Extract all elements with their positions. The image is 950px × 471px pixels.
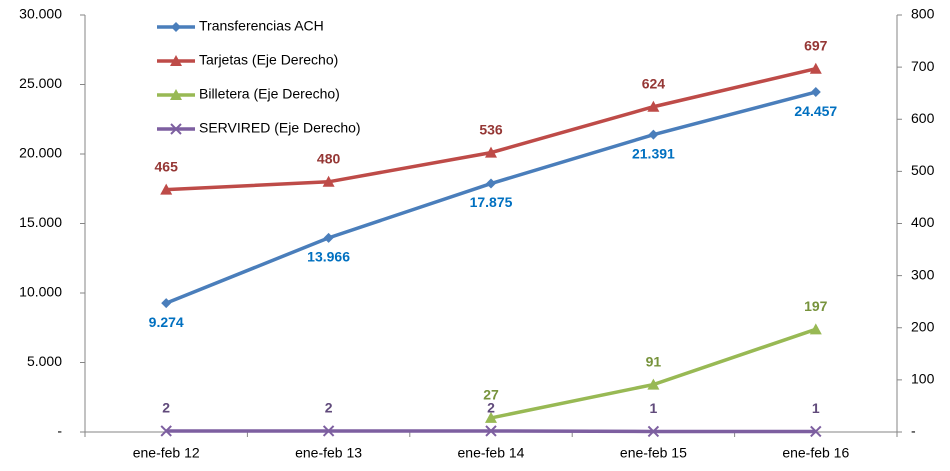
legend-marker bbox=[170, 123, 182, 135]
data-label: 24.457 bbox=[794, 103, 837, 119]
y-tick-label: 5.000 bbox=[27, 353, 62, 369]
data-label: 2 bbox=[325, 400, 333, 416]
data-point bbox=[485, 411, 497, 423]
data-label: 197 bbox=[804, 298, 828, 314]
data-label: 91 bbox=[646, 353, 662, 369]
data-label: 9.274 bbox=[149, 314, 184, 330]
x-tick-label: ene-feb 14 bbox=[458, 445, 525, 461]
data-point bbox=[648, 129, 659, 140]
data-point bbox=[160, 425, 172, 437]
data-point bbox=[322, 425, 335, 437]
y2-tick-label: 300 bbox=[911, 266, 935, 282]
data-label: 27 bbox=[483, 387, 499, 403]
y2-tick-label: 400 bbox=[911, 214, 935, 230]
data-label: 2 bbox=[487, 400, 495, 416]
data-label: 2 bbox=[162, 400, 170, 416]
data-label: 697 bbox=[804, 37, 828, 53]
y2-tick-label: 100 bbox=[911, 371, 935, 387]
data-label: 1 bbox=[650, 400, 658, 416]
data-point bbox=[485, 425, 497, 437]
y2-tick-label: 700 bbox=[911, 58, 935, 74]
data-label: 624 bbox=[642, 75, 666, 91]
y2-tick-label: - bbox=[911, 423, 916, 439]
legend-label: Transferencias ACH bbox=[199, 18, 324, 34]
data-point bbox=[647, 100, 660, 112]
y-tick-label: 25.000 bbox=[19, 75, 62, 91]
y-tick-label: 20.000 bbox=[19, 145, 62, 161]
y2-tick-label: 800 bbox=[911, 6, 935, 22]
data-point bbox=[809, 323, 822, 335]
data-point bbox=[323, 232, 334, 243]
y2-tick-label: 200 bbox=[911, 318, 935, 334]
y-tick-label: 30.000 bbox=[19, 6, 62, 22]
y-tick-label: 10.000 bbox=[19, 284, 62, 300]
data-point bbox=[485, 146, 497, 158]
data-point bbox=[810, 425, 822, 438]
data-point bbox=[160, 183, 173, 195]
data-point bbox=[809, 62, 822, 74]
data-label: 465 bbox=[155, 158, 179, 174]
data-point bbox=[486, 178, 496, 189]
legend-marker bbox=[170, 55, 182, 66]
legend-label: Billetera (Eje Derecho) bbox=[199, 86, 340, 102]
data-label: 13.966 bbox=[307, 249, 350, 265]
legend-marker bbox=[170, 89, 182, 100]
x-tick-label: ene-feb 13 bbox=[295, 445, 362, 461]
y-tick-label: 15.000 bbox=[19, 214, 62, 230]
data-point bbox=[161, 298, 172, 309]
data-label: 17.875 bbox=[470, 194, 513, 210]
data-label: 536 bbox=[479, 121, 503, 137]
x-tick-label: ene-feb 12 bbox=[133, 445, 200, 461]
data-point bbox=[810, 87, 821, 98]
legend-marker bbox=[171, 22, 181, 32]
data-label: 480 bbox=[317, 151, 341, 167]
x-tick-label: ene-feb 15 bbox=[620, 445, 687, 461]
data-point bbox=[647, 425, 660, 438]
x-tick-label: ene-feb 16 bbox=[782, 445, 849, 461]
y2-tick-label: 600 bbox=[911, 110, 935, 126]
legend-label: SERVIRED (Eje Derecho) bbox=[199, 120, 361, 136]
data-point bbox=[647, 378, 660, 390]
data-label: 21.391 bbox=[632, 145, 675, 161]
data-label: 1 bbox=[812, 400, 820, 416]
data-point bbox=[322, 175, 335, 187]
y2-tick-label: 500 bbox=[911, 162, 935, 178]
y-tick-label: - bbox=[57, 423, 62, 439]
legend-label: Tarjetas (Eje Derecho) bbox=[199, 52, 338, 68]
